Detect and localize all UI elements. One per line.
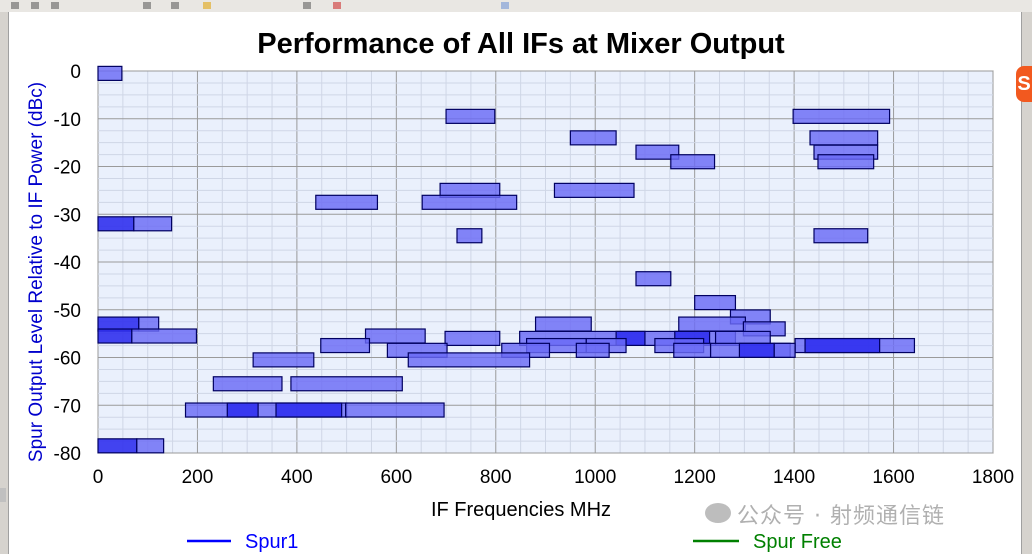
y-tick-label: -70 xyxy=(54,396,81,417)
legend-label-spur1: Spur1 xyxy=(245,531,298,553)
copy-icon[interactable] xyxy=(300,0,314,11)
spur-bar xyxy=(813,228,869,244)
spur-bar xyxy=(635,144,680,160)
spur-bar xyxy=(444,330,501,346)
spur-bar xyxy=(670,154,716,170)
spur-bar xyxy=(407,352,531,368)
y-axis-label: Spur Output Level Relative to IF Power (… xyxy=(26,82,47,462)
spur-bar xyxy=(97,438,138,454)
y-tick-label: -10 xyxy=(54,110,81,131)
export-icon[interactable] xyxy=(498,0,512,11)
grid-icon[interactable] xyxy=(168,0,182,11)
x-tick-label: 1000 xyxy=(574,467,616,488)
spur-bar xyxy=(252,352,315,368)
x-tick-label: 800 xyxy=(480,467,512,488)
legend-label-spur-free: Spur Free xyxy=(753,531,842,553)
x-tick-label: 1200 xyxy=(674,467,716,488)
spur-bar xyxy=(275,402,343,418)
spur-bar xyxy=(673,342,712,358)
select-icon[interactable] xyxy=(28,0,42,11)
spur-bar xyxy=(804,337,881,354)
spur-bars xyxy=(97,65,916,454)
spur-bar xyxy=(534,316,592,332)
chart-icon[interactable] xyxy=(140,0,154,11)
y-ticks: 0 -10 -20 -30 -40 -50 -60 -70 -80 xyxy=(54,62,81,465)
watermark: 公众号 · 射频通信链 xyxy=(737,504,945,529)
spur-bar xyxy=(421,194,518,210)
spur-bar xyxy=(97,65,123,81)
spur-bar xyxy=(320,337,371,354)
wechat-icon xyxy=(705,503,731,523)
y-tick-label: -40 xyxy=(54,253,81,274)
y-tick-label: -50 xyxy=(54,301,81,322)
scrollbar[interactable] xyxy=(0,488,6,502)
y-tick-label: 0 xyxy=(70,62,81,83)
spur-bar xyxy=(678,316,746,332)
x-tick-label: 0 xyxy=(93,467,104,488)
spur-bar xyxy=(345,402,445,418)
spur-bar xyxy=(575,342,610,358)
spur-bar xyxy=(738,342,775,358)
x-tick-label: 1600 xyxy=(872,467,914,488)
x-tick-label: 1800 xyxy=(972,467,1014,488)
side-badge[interactable]: S xyxy=(1016,66,1032,102)
spur-bar xyxy=(212,376,283,392)
x-tick-label: 600 xyxy=(380,467,412,488)
chart-title: Performance of All IFs at Mixer Output xyxy=(257,28,785,60)
y-tick-label: -30 xyxy=(54,205,81,226)
x-tick-label: 1400 xyxy=(773,467,815,488)
spur-bar xyxy=(553,182,635,198)
spur-bar xyxy=(456,228,483,244)
x-tick-label: 400 xyxy=(281,467,313,488)
spur-bar xyxy=(792,108,891,124)
spur-bar xyxy=(97,216,135,232)
x-tick-label: 200 xyxy=(182,467,214,488)
spur-bar xyxy=(569,130,617,146)
star-icon[interactable] xyxy=(200,0,214,11)
y-tick-label: -80 xyxy=(54,444,81,465)
zoom-icon[interactable] xyxy=(48,0,62,11)
spur-bar xyxy=(131,328,198,344)
spur-bar xyxy=(133,216,173,232)
chart: Performance of All IFs at Mixer Output 0… xyxy=(26,28,1014,553)
x-axis-label: IF Frequencies MHz xyxy=(431,499,611,521)
toolbar xyxy=(0,0,1032,12)
spur-bar xyxy=(809,130,879,146)
spur-bar xyxy=(315,194,379,210)
spur-bar xyxy=(364,328,426,344)
y-tick-label: -20 xyxy=(54,158,81,179)
arrow-icon[interactable] xyxy=(8,0,22,11)
spur-bar xyxy=(773,342,796,358)
chart-frame: Performance of All IFs at Mixer Output 0… xyxy=(8,12,1022,554)
spur-bar xyxy=(97,328,133,344)
spur-bar xyxy=(445,108,496,124)
spur-bar xyxy=(226,402,259,418)
close-icon[interactable] xyxy=(330,0,344,11)
spur-bar xyxy=(694,294,737,311)
spur-bar xyxy=(817,154,875,170)
spur-bar xyxy=(290,376,403,392)
spur-bar xyxy=(136,438,165,454)
x-ticks: 0 200 400 600 800 1000 1200 1400 1600 1800 xyxy=(93,467,1014,488)
spur-bar xyxy=(635,271,672,287)
y-tick-label: -60 xyxy=(54,349,81,370)
